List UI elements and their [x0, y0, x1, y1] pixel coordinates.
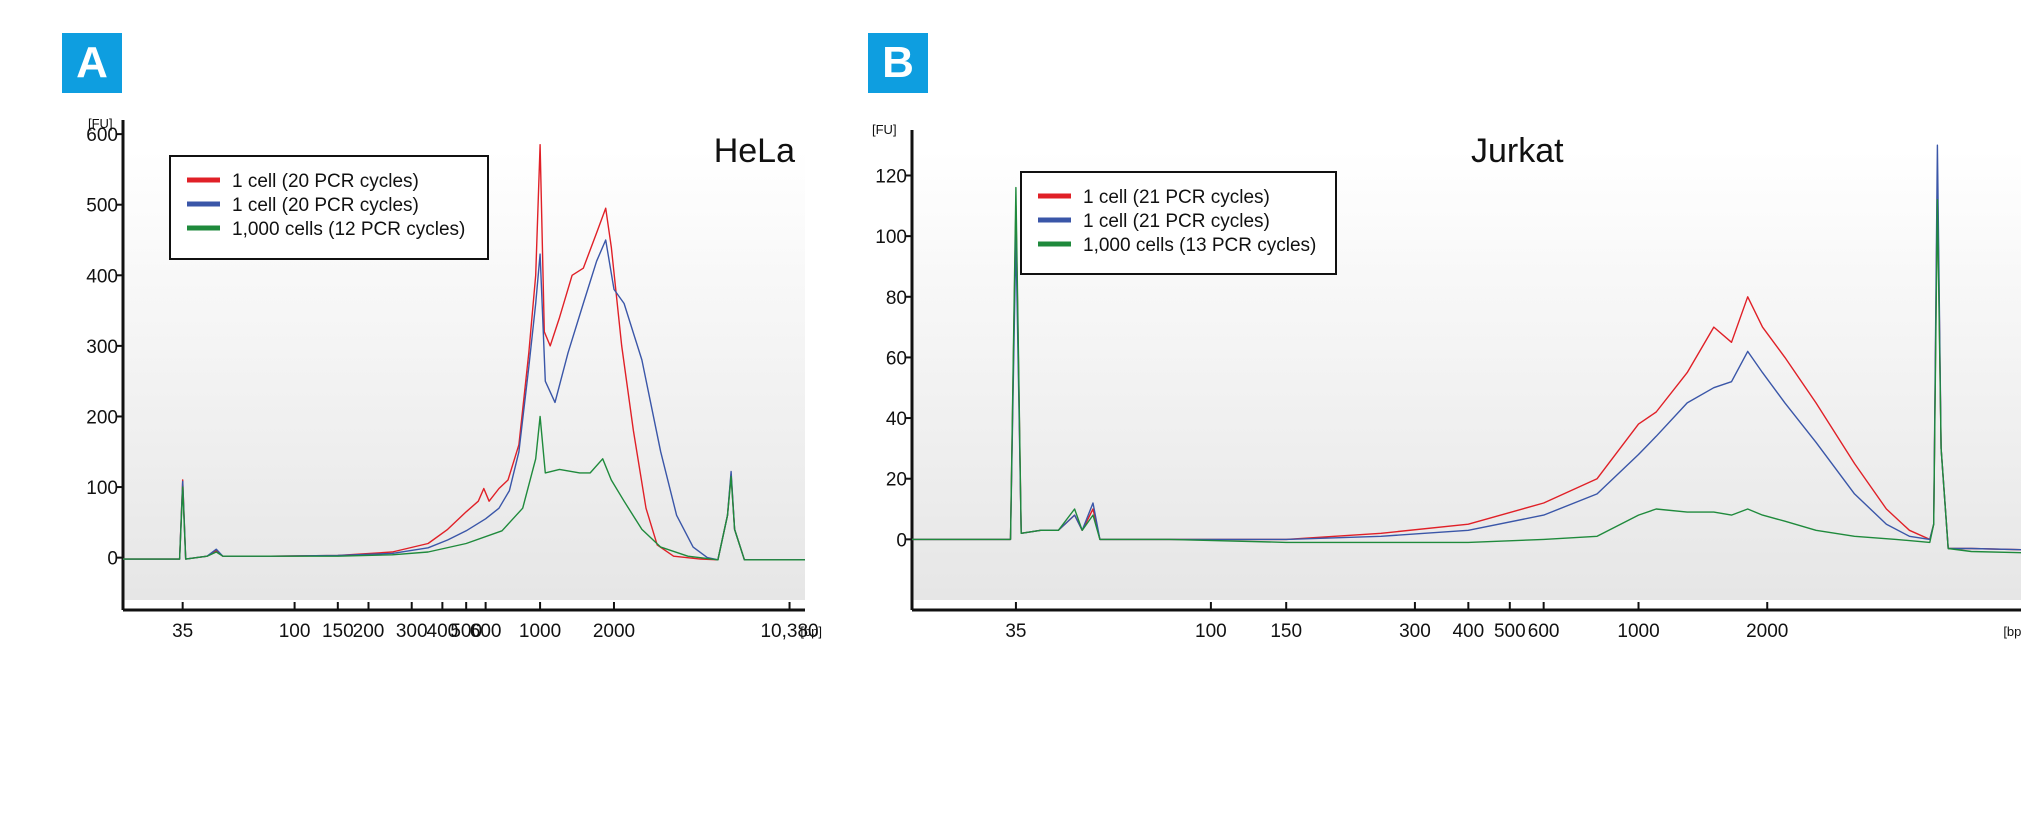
y-tick-label: 300 — [86, 337, 118, 358]
legend-entry: 1 cell (21 PCR cycles) — [1083, 187, 1270, 208]
x-tick-label: 2000 — [1746, 621, 1788, 642]
chart-b: 0 20 40 60 80 100 120 35 100 150 300 400 500 600 1000 2… — [872, 122, 2021, 642]
x-tick-label: 500 — [1494, 621, 1526, 642]
x-tick-label: 200 — [353, 621, 385, 642]
y-tick-label: 400 — [86, 266, 118, 287]
x-axis-label: [bp] — [800, 624, 822, 639]
y-tick-label: 600 — [86, 125, 118, 146]
x-tick-label: 100 — [279, 621, 311, 642]
y-tick-label: 200 — [86, 407, 118, 428]
x-tick-label: 150 — [1270, 621, 1302, 642]
legend-entry: 1,000 cells (12 PCR cycles) — [232, 219, 465, 240]
legend-box — [1020, 171, 1337, 275]
legend-entry: 1 cell (21 PCR cycles) — [1083, 211, 1270, 232]
series-line-3 — [912, 186, 2021, 554]
x-tick-label: 300 — [1399, 621, 1431, 642]
x-tick-label: 35 — [1005, 621, 1026, 642]
y-axis-label: [FU] — [88, 116, 113, 131]
y-tick-label: 60 — [886, 348, 907, 369]
x-tick-label: 400 — [1452, 621, 1484, 642]
x-tick-label: 10,380 — [760, 621, 818, 642]
y-tick-label: 0 — [107, 549, 118, 570]
legend-entry: 1 cell (20 PCR cycles) — [232, 171, 419, 192]
y-tick-label: 0 — [896, 530, 907, 551]
x-tick-label: 400 — [427, 621, 459, 642]
x-axis-label: [bp] — [2003, 624, 2021, 639]
y-tick-label: 100 — [86, 478, 118, 499]
panel-label: B — [868, 33, 928, 93]
panel-b: B 0 20 40 60 80 100 120 35 100 150 300 400 500 600 100… — [850, 0, 2021, 825]
x-tick-label: 35 — [172, 621, 193, 642]
legend-entry: 1 cell (20 PCR cycles) — [232, 195, 419, 216]
series-line-3 — [123, 415, 805, 561]
y-tick-label: 80 — [886, 288, 907, 309]
x-tick-label: 150 — [322, 621, 354, 642]
x-tick-label: 600 — [1528, 621, 1560, 642]
x-tick-label: 1000 — [519, 621, 561, 642]
x-tick-label: 2000 — [593, 621, 635, 642]
legend-box — [169, 155, 489, 260]
x-tick-label: 1000 — [1617, 621, 1659, 642]
panel-label: A — [62, 33, 122, 93]
x-tick-label: 500 — [450, 621, 482, 642]
y-tick-label: 20 — [886, 470, 907, 491]
y-tick-label: 100 — [875, 227, 907, 248]
y-tick-label: 500 — [86, 196, 118, 217]
x-tick-label: 300 — [396, 621, 428, 642]
chart-title: HeLa — [714, 132, 795, 170]
y-tick-label: 40 — [886, 409, 907, 430]
x-tick-label: 600 — [470, 621, 502, 642]
y-axis-label: [FU] — [872, 122, 897, 137]
y-tick-label: 120 — [875, 166, 907, 187]
panel-a: A 0 100 200 300 400 500 600 35 100 150 200 300 400 50… — [0, 0, 860, 825]
legend-entry: 1,000 cells (13 PCR cycles) — [1083, 235, 1316, 256]
chart-title: Jurkat — [1471, 132, 1564, 170]
x-tick-label: 100 — [1195, 621, 1227, 642]
